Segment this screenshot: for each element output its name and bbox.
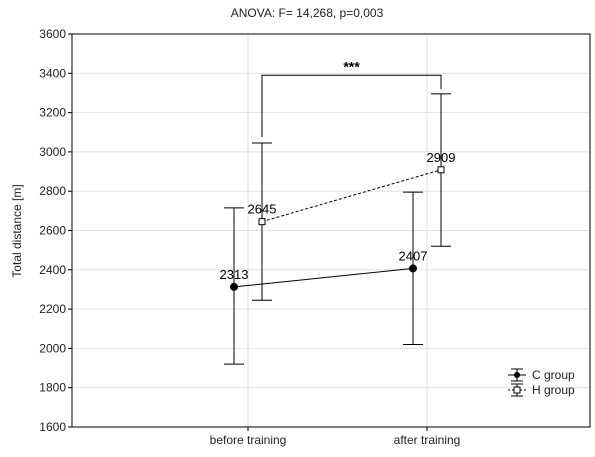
series-line [261,169,442,223]
significance-bracket [261,74,442,138]
legend-label: C group [532,368,575,382]
data-label: 2313 [220,267,249,282]
y-tick-label: 3600 [39,27,66,41]
legend-label: H group [532,383,575,397]
y-tick-label: 2000 [39,341,66,355]
significance-layer: *** [261,58,442,138]
y-tick-label: 1600 [39,420,66,434]
y-tick-label: 2800 [39,184,66,198]
y-tick-label: 2400 [39,263,66,277]
ticks-layer: 1600 1800 2000 2200 2400 2600 2800 3000 3200 3400… [39,27,460,447]
data-point [258,218,266,226]
data-point [230,282,238,291]
y-tick-label: 3200 [39,106,66,120]
y-tick-label: 3000 [39,145,66,159]
series-h-group: 2645 2909 [248,93,456,301]
chart-title: ANOVA: F= 14,268, p=0,003 [231,6,384,20]
legend-item: H group [508,383,575,397]
y-tick-label: 3400 [39,66,66,80]
legend-marker [514,372,520,378]
data-label: 2407 [399,248,428,263]
data-point [409,264,417,273]
series-line [233,267,414,288]
data-label: 2645 [248,202,277,217]
y-tick-label: 2600 [39,224,66,238]
y-axis-label: Total distance [m] [10,184,24,277]
data-label: 2909 [427,150,456,165]
x-tick-label: before training [210,433,287,447]
legend-item: C group [508,368,575,382]
legend-marker [513,386,521,394]
x-tick-label: after training [394,433,461,447]
series-layer: 2313 2407 2645 2909 [220,93,456,365]
y-tick-label: 2200 [39,302,66,316]
data-point [437,166,445,174]
grid-layer [72,34,590,427]
series-c-group: 2313 2407 [220,191,428,365]
y-tick-label: 1800 [39,381,66,395]
significance-label: *** [343,58,360,74]
